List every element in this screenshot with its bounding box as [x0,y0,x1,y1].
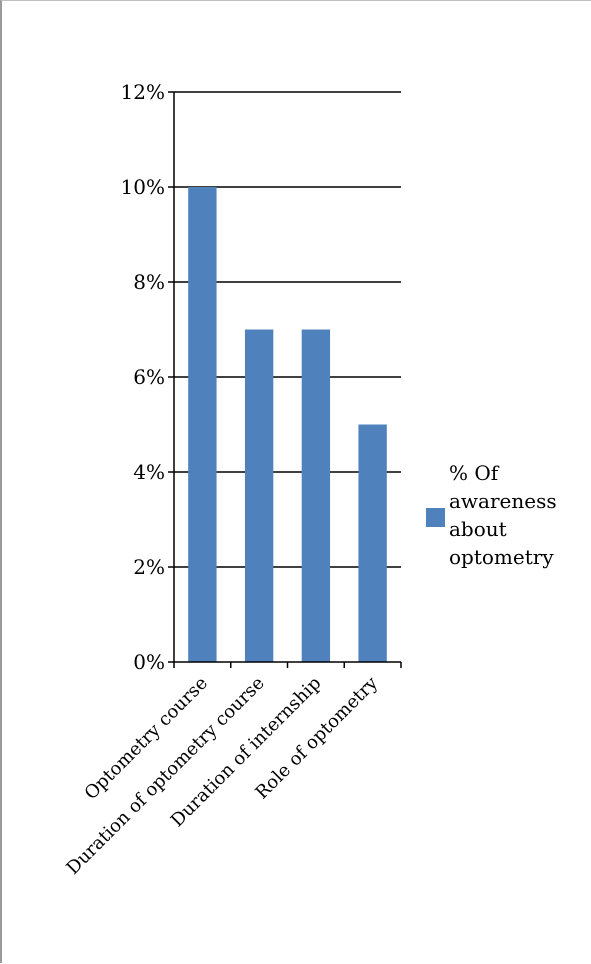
y-tick-label: 4% [133,460,165,484]
bar [188,187,217,662]
legend-swatch [426,508,445,527]
y-tick-label: 0% [133,650,165,674]
y-tick-label: 10% [121,175,165,199]
bar [301,329,331,662]
y-axis-ticks: 0% 2% 4% 6% 8% 10% 12% [121,80,165,674]
y-tick-label: 2% [133,555,165,579]
y-tick-label: 6% [133,365,165,389]
y-tick-label: 8% [133,270,165,294]
legend: % Of awareness about optometry [426,459,591,571]
bar [358,424,387,662]
axes [168,91,402,668]
bars [188,187,387,662]
legend-label: % Of awareness about optometry [449,461,557,569]
y-tick-label: 12% [121,80,165,104]
bar [244,329,274,662]
